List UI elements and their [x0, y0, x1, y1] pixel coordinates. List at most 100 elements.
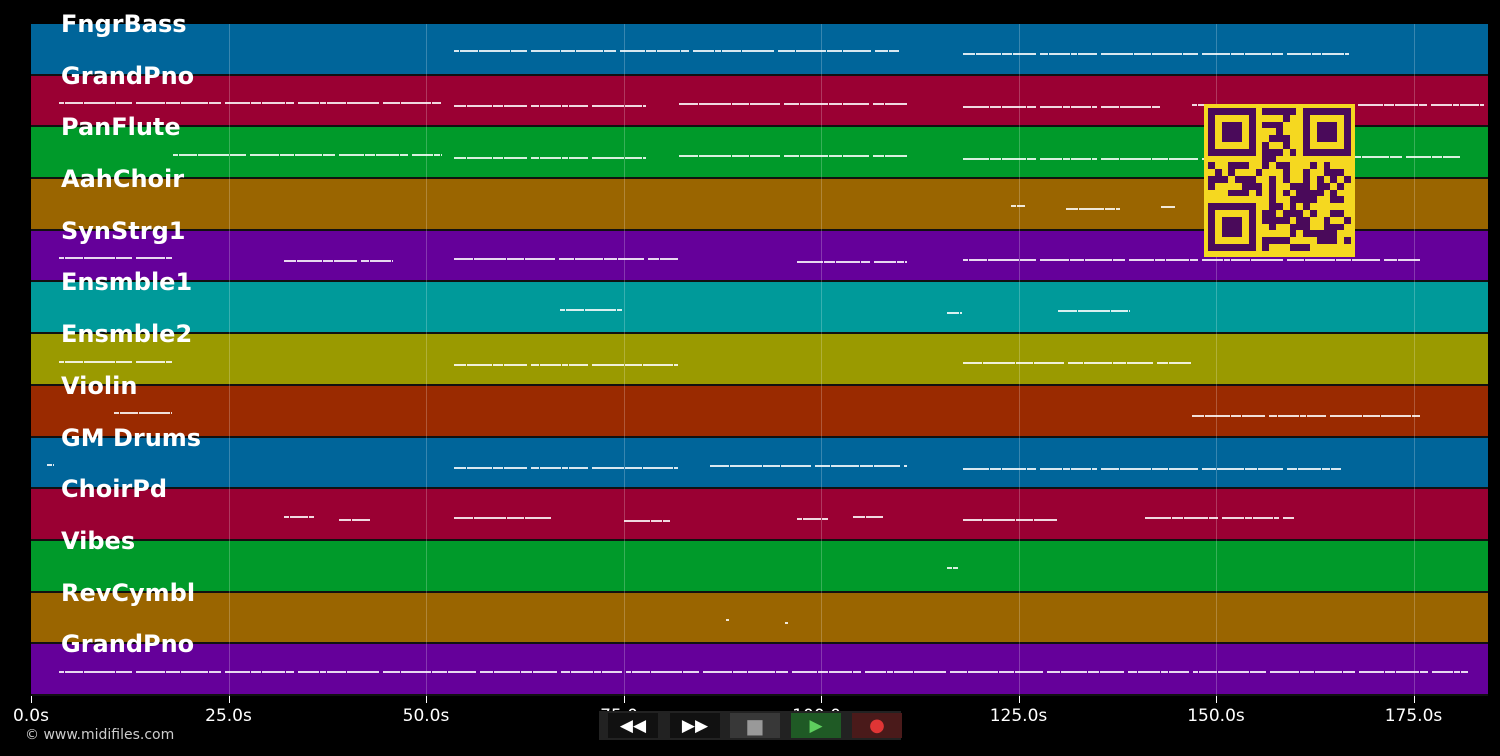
stop-button[interactable]: ■: [730, 713, 780, 738]
note: [1192, 670, 1198, 673]
note: [574, 258, 603, 261]
note: [1314, 670, 1342, 673]
note: [479, 670, 493, 673]
note: [326, 102, 346, 105]
note: [1169, 361, 1192, 364]
track-lane[interactable]: [31, 592, 1488, 645]
note: [799, 154, 828, 157]
note: [1272, 53, 1284, 56]
note: [539, 105, 561, 108]
note: [1016, 361, 1034, 364]
note: [115, 257, 132, 260]
note: [83, 360, 115, 363]
note: [179, 153, 198, 156]
note: [763, 464, 781, 467]
note: [165, 257, 173, 260]
track-lane[interactable]: [31, 24, 1488, 76]
note: [714, 50, 721, 53]
note: [466, 105, 492, 108]
note: [180, 102, 208, 105]
note: [1231, 415, 1242, 418]
axis-tick-label: 0.0s: [13, 706, 49, 726]
note: [1330, 415, 1363, 418]
note: [828, 670, 852, 673]
track-label: GrandPno: [61, 61, 195, 90]
axis-tick: [623, 696, 625, 703]
note: [998, 670, 1014, 673]
track-label: Violin: [61, 371, 138, 400]
note: [1092, 157, 1098, 160]
note: [1152, 106, 1160, 109]
note: [1245, 467, 1258, 470]
note: [1078, 53, 1098, 56]
note: [747, 670, 775, 673]
note: [539, 466, 561, 469]
note: [775, 670, 788, 673]
note: [115, 102, 132, 105]
note: [524, 516, 552, 519]
note: [115, 670, 132, 673]
note: [135, 360, 165, 363]
note: [730, 464, 763, 467]
note: [570, 670, 593, 673]
note: [1312, 53, 1322, 56]
note: [817, 670, 828, 673]
note: [852, 515, 865, 518]
note: [947, 311, 960, 314]
note: [58, 670, 64, 673]
note: [1183, 516, 1208, 519]
note: [1198, 670, 1217, 673]
note: [842, 154, 869, 157]
track-lane[interactable]: [31, 489, 1488, 541]
track-lane[interactable]: [31, 282, 1488, 335]
note: [1249, 670, 1266, 673]
note: [1078, 309, 1110, 312]
note: [642, 363, 673, 366]
note: [1363, 415, 1381, 418]
note: [1298, 467, 1322, 470]
note: [566, 308, 585, 311]
note: [624, 466, 642, 469]
note: [369, 260, 391, 263]
note: [852, 670, 861, 673]
copyright-text: © www.midifiles.com: [25, 727, 175, 743]
note: [659, 258, 678, 261]
note: [631, 670, 650, 673]
note: [170, 412, 173, 415]
note: [1395, 670, 1419, 673]
track-lane[interactable]: [31, 644, 1488, 696]
note: [64, 257, 83, 260]
note: [1144, 516, 1171, 519]
note: [872, 103, 884, 106]
note: [135, 102, 165, 105]
note: [1358, 104, 1384, 107]
note: [400, 102, 431, 105]
note: [1134, 53, 1152, 56]
note: [791, 670, 817, 673]
rewind-button[interactable]: ◀◀: [608, 713, 658, 738]
fast-forward-button[interactable]: ▶▶: [670, 713, 720, 738]
note: [297, 670, 319, 673]
track-lane[interactable]: [31, 385, 1488, 438]
note: [283, 515, 289, 518]
note: [346, 670, 379, 673]
play-button[interactable]: ▶: [791, 713, 841, 738]
note: [492, 156, 503, 159]
note: [913, 670, 946, 673]
track-lane[interactable]: [31, 437, 1488, 490]
record-button[interactable]: ●: [852, 713, 902, 738]
note: [1405, 155, 1431, 158]
note: [1152, 467, 1169, 470]
note: [113, 412, 119, 415]
note: [1245, 53, 1272, 56]
note: [1101, 467, 1120, 470]
track-lane[interactable]: [31, 334, 1488, 386]
note: [568, 156, 588, 159]
note: [135, 257, 165, 260]
note: [453, 258, 473, 261]
note: [591, 105, 624, 108]
track-lane[interactable]: [31, 540, 1488, 593]
note: [1060, 670, 1087, 673]
note: [466, 466, 492, 469]
note: [530, 105, 539, 108]
